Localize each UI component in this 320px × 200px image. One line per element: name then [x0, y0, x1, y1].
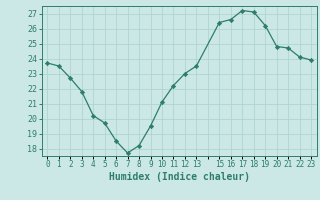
X-axis label: Humidex (Indice chaleur): Humidex (Indice chaleur) [109, 172, 250, 182]
